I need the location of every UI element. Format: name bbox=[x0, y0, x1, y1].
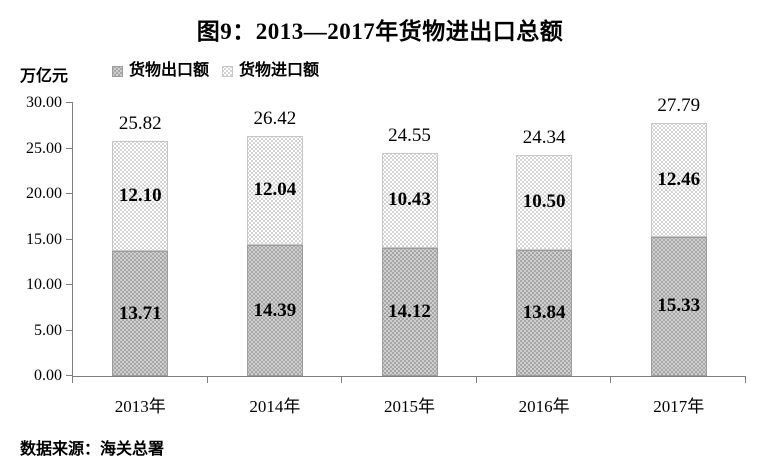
bar-segment-label-import: 12.46 bbox=[657, 168, 701, 190]
y-tick-label: 5.00 bbox=[34, 321, 62, 339]
x-axis-label: 2017年 bbox=[653, 397, 705, 416]
y-tick bbox=[66, 147, 73, 149]
y-tick bbox=[66, 284, 73, 285]
y-axis-labels: 0.00 5.00 10.00 15.00 20.00 25.00 30.00 bbox=[0, 94, 62, 384]
chart-title: 图9：2013—2017年货物进出口总额 bbox=[196, 19, 564, 44]
y-tick-label: 30.00 bbox=[26, 94, 62, 111]
bar-segment-label-import: 12.04 bbox=[253, 179, 297, 201]
bar-segment-label-export: 15.33 bbox=[657, 295, 701, 317]
y-tick bbox=[66, 102, 73, 103]
bar-segment-export: 13.71 bbox=[112, 251, 169, 376]
bar-segment-label-export: 13.71 bbox=[118, 302, 162, 324]
x-tick bbox=[610, 376, 612, 383]
y-tick-label: 0.00 bbox=[34, 367, 62, 384]
bar-segment-export: 14.12 bbox=[381, 247, 438, 376]
source-note: 数据来源：海关总署 bbox=[20, 441, 165, 458]
y-tick bbox=[66, 375, 73, 376]
y-tick bbox=[66, 329, 73, 331]
legend-label-export: 货物出口额 bbox=[129, 62, 210, 79]
y-tick-label: 20.00 bbox=[26, 185, 62, 202]
bar-segment-export: 15.33 bbox=[650, 236, 707, 376]
y-axis-unit-label: 万亿元 bbox=[20, 68, 69, 85]
x-tick bbox=[341, 376, 343, 383]
bar-total-label: 25.82 bbox=[118, 113, 162, 135]
bar-segment-import: 12.46 bbox=[650, 123, 707, 237]
x-tick bbox=[206, 376, 208, 383]
y-tick-label: 10.00 bbox=[26, 276, 62, 293]
legend-item-import: 货物进口额 bbox=[222, 62, 319, 80]
bar-segment-import: 10.43 bbox=[381, 152, 438, 248]
import-swatch-icon bbox=[222, 65, 234, 77]
bar-segment-label-import: 10.50 bbox=[522, 191, 566, 213]
legend-label-import: 货物进口额 bbox=[239, 62, 320, 79]
bar-total-label: 27.79 bbox=[657, 95, 701, 117]
bar-total-label: 24.55 bbox=[388, 124, 431, 146]
export-swatch-icon bbox=[112, 65, 123, 77]
x-tick bbox=[475, 376, 477, 383]
bar-segment-label-export: 13.84 bbox=[522, 302, 566, 324]
legend-item-export: 货物出口额 bbox=[112, 62, 209, 80]
plot-area: 2013年 13.71 12.10 25.82 2014年 14.39 12.04 26.42… bbox=[66, 95, 746, 416]
legend: 货物出口额 货物进口额 bbox=[112, 62, 319, 80]
x-axis-label: 2016年 bbox=[518, 397, 570, 416]
y-tick bbox=[66, 238, 73, 240]
bar-segment-label-import: 10.43 bbox=[388, 189, 431, 211]
bar-segment-label-import: 12.10 bbox=[118, 185, 162, 207]
bar-segment-import: 12.10 bbox=[112, 141, 169, 252]
x-axis-label: 2014年 bbox=[249, 397, 301, 416]
bar-total-label: 26.42 bbox=[253, 107, 297, 129]
x-axis-label: 2015年 bbox=[383, 397, 435, 416]
x-tick bbox=[72, 376, 73, 383]
bar-segment-import: 10.50 bbox=[516, 154, 573, 251]
bar-segment-import: 12.04 bbox=[246, 135, 303, 246]
bar-segment-label-export: 14.39 bbox=[253, 299, 297, 321]
y-tick-label: 15.00 bbox=[26, 230, 62, 248]
bar-total-label: 24.34 bbox=[522, 126, 566, 148]
bar-segment-export: 14.39 bbox=[246, 245, 303, 376]
y-tick-label: 25.00 bbox=[26, 139, 62, 157]
x-tick bbox=[745, 376, 746, 383]
x-axis-label: 2013年 bbox=[114, 397, 166, 416]
bar-segment-export: 13.84 bbox=[516, 250, 573, 376]
bar-segment-label-export: 14.12 bbox=[388, 300, 431, 322]
y-tick bbox=[66, 193, 73, 194]
